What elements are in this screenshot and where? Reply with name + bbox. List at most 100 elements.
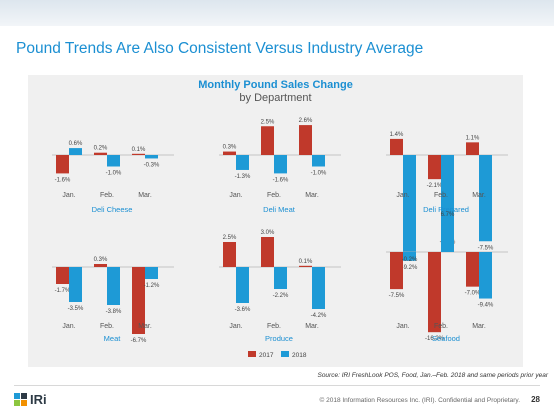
data-label: -16.2%	[425, 336, 445, 342]
panel-deli-meat: 0.3% -1.3% Jan. 2.5% -1.6% Feb. 2.6% -1.0% Mar. D…	[219, 118, 341, 214]
data-label: 2.5%	[223, 235, 237, 241]
data-label: -2.1%	[427, 183, 443, 189]
legend-label-2017: 2017	[259, 352, 274, 359]
panel-name: Meat	[104, 334, 122, 343]
category-label: Jan.	[396, 192, 409, 199]
panel-name: Seafood	[432, 334, 460, 343]
category-label: Mar.	[305, 323, 319, 330]
data-label: 2.6%	[299, 118, 313, 124]
data-label: 0.1%	[299, 259, 313, 265]
data-label: -7.0%	[465, 291, 481, 297]
logo-text: IRi	[30, 392, 47, 407]
data-label: -1.3%	[235, 174, 251, 180]
data-label: -0.2%	[402, 257, 418, 263]
bar-2017-jan	[223, 151, 236, 155]
panel-deli-cheese: -1.6% 0.6% Jan. 0.2% -1.0% Feb. 0.1% -0.3% Mar. D…	[52, 141, 174, 214]
category-label: Feb.	[100, 192, 114, 199]
bar-2017-jan	[56, 267, 69, 284]
bar-2018-feb	[441, 155, 454, 236]
category-label: Jan.	[396, 323, 409, 330]
department-bar-charts: -1.6%0.6%Jan.0.2%-1.0%Feb.0.1%-0.3%Mar.D…	[52, 118, 508, 359]
bar-2018-feb	[107, 267, 120, 305]
data-label: 3.0%	[261, 230, 275, 236]
panel-meat: -1.7% -3.5% Jan. 0.3% -3.8% Feb. -6.7% -1.2% Mar…	[52, 257, 174, 344]
chart-heading: Monthly Pound Sales Change by Department	[28, 79, 523, 104]
legend-swatch-2017	[248, 351, 256, 357]
footer-divider	[14, 385, 540, 386]
bar-2017-jan	[56, 155, 69, 174]
bar-2017-feb	[94, 264, 107, 267]
bar-2017-feb	[261, 237, 274, 267]
bar-2018-jan	[403, 155, 416, 261]
data-label: -2.2%	[273, 293, 289, 299]
category-label: Jan.	[62, 323, 75, 330]
bar-2017-jan	[390, 252, 403, 290]
category-label: Mar.	[138, 192, 152, 199]
chart-panel: Monthly Pound Sales Change by Department…	[28, 75, 523, 367]
bar-2017-feb	[94, 152, 107, 155]
bar-2017-mar	[466, 252, 479, 287]
data-label: 1.1%	[466, 135, 480, 141]
category-label: Feb.	[267, 192, 281, 199]
data-label: 0.1%	[132, 147, 146, 153]
legend-swatch-2018	[281, 351, 289, 357]
page-number: 28	[531, 395, 540, 404]
panel-deli-prepared: 1.4%-9.2%Jan.-2.1%-7.0%Feb.1.1%-7.5%Mar.…	[386, 132, 508, 271]
bar-2018-jan	[69, 267, 82, 302]
bar-2017-mar	[299, 125, 312, 155]
slide-title: Pound Trends Are Also Consistent Versus …	[16, 40, 424, 57]
bar-2017-feb	[428, 252, 441, 333]
data-label: -7.5%	[389, 293, 405, 299]
data-label: -9.4%	[478, 303, 494, 309]
data-label: 6.7%	[441, 212, 455, 218]
data-label: -0.3%	[144, 162, 160, 168]
data-label: -1.2%	[144, 283, 160, 289]
bar-2018-jan	[236, 267, 249, 303]
data-label: 0.6%	[69, 141, 83, 147]
data-label: -1.0%	[311, 171, 327, 177]
data-label: -1.0%	[106, 171, 122, 177]
data-label: -3.6%	[235, 307, 251, 313]
data-label: -3.8%	[106, 309, 122, 315]
copyright-text: © 2018 Information Resources Inc. (IRI).…	[319, 397, 520, 404]
category-label: Feb.	[434, 192, 448, 199]
bar-2018-jan	[69, 148, 82, 155]
bar-2017-feb	[261, 126, 274, 155]
data-label: -3.5%	[68, 306, 84, 312]
panel-name: Produce	[265, 334, 293, 343]
iri-logo-icon	[14, 393, 27, 406]
bar-2018-feb	[107, 155, 120, 167]
category-label: Mar.	[472, 192, 486, 199]
data-label: -9.2%	[402, 265, 418, 271]
category-label: Mar.	[472, 323, 486, 330]
data-label: -1.6%	[55, 177, 71, 183]
panel-name: Deli Cheese	[92, 205, 133, 214]
data-label: -1.6%	[273, 177, 289, 183]
bar-2018-mar	[479, 252, 492, 299]
category-label: Jan.	[229, 192, 242, 199]
bar-2017-mar	[299, 265, 312, 267]
data-label: 1.4%	[390, 132, 404, 138]
bar-2018-feb	[441, 218, 454, 252]
data-label: 2.5%	[261, 119, 275, 125]
top-header-bar	[0, 0, 554, 26]
category-label: Mar.	[305, 192, 319, 199]
bar-2017-feb	[428, 155, 441, 180]
data-label: -4.2%	[311, 313, 327, 319]
bar-2017-mar	[132, 153, 145, 155]
data-label: -7.5%	[478, 245, 494, 251]
panel-name: Deli Meat	[263, 205, 296, 214]
bar-2017-mar	[466, 142, 479, 155]
category-label: Feb.	[267, 323, 281, 330]
category-label: Jan.	[229, 323, 242, 330]
data-label: -6.7%	[131, 338, 147, 344]
bar-2018-mar	[145, 267, 158, 279]
legend-label-2018: 2018	[292, 352, 307, 359]
bar-2017-mar	[132, 267, 145, 334]
bar-2018-jan	[403, 252, 416, 254]
chart-title: Monthly Pound Sales Change	[198, 79, 353, 91]
chart-subtitle: by Department	[239, 92, 312, 104]
bar-2018-mar	[479, 155, 492, 242]
bar-2018-mar	[312, 155, 325, 167]
panel-seafood: -7.5% -0.2% Jan. -16.2% 6.7% Feb. -7.0% -9.4% Ma…	[386, 212, 508, 343]
